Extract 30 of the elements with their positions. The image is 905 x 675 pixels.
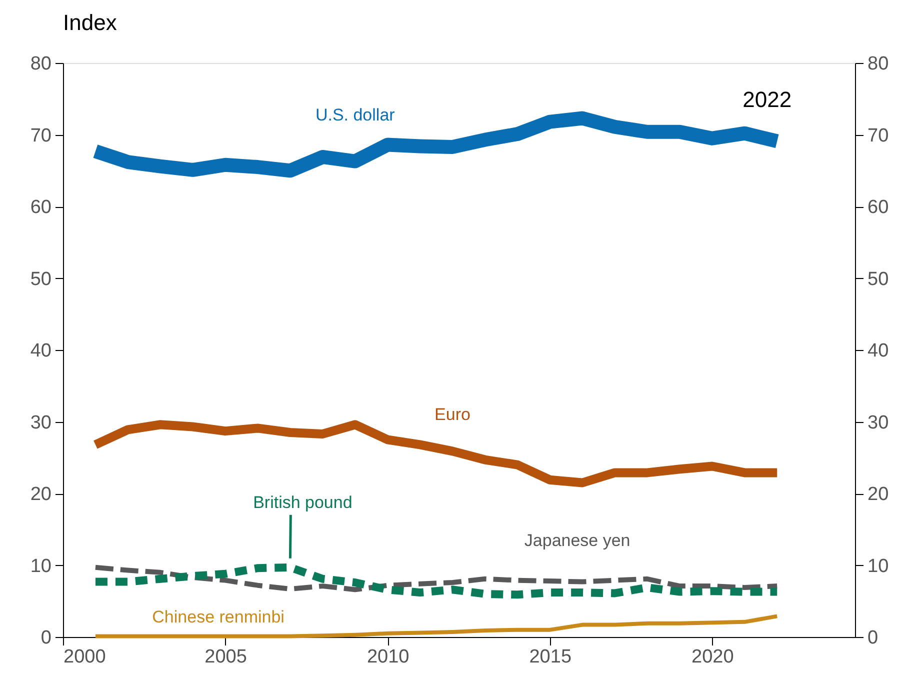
y2-tick-label: 10 (868, 556, 889, 577)
x-tick-label: 2000 (64, 646, 106, 668)
y-tick-label: 70 (30, 125, 52, 146)
y-tick-label: 20 (30, 484, 52, 505)
y2-tick-label: 40 (868, 340, 889, 362)
series-label: U.S. dollar (315, 105, 396, 124)
y-tick-label: 80 (30, 54, 52, 74)
x-tick-label: 2020 (692, 646, 734, 668)
text: British pound (253, 492, 352, 512)
y2-tick-label: 0 (868, 628, 878, 648)
x-tick-label: 2010 (366, 646, 410, 668)
series-label: Japanese yen (524, 530, 630, 550)
y-axis-title: Index (63, 10, 117, 35)
y-tick-label: 30 (30, 412, 52, 434)
y2-tick-label: 20 (868, 484, 889, 505)
y-tick-label: 50 (30, 268, 52, 290)
y-tick-label: 0 (40, 628, 52, 648)
y-tick-label: 60 (30, 197, 52, 218)
annotation: 2022 (742, 87, 792, 112)
series-label: Euro (434, 405, 470, 424)
y2-tick-label: 80 (868, 54, 889, 74)
y-tick-label: 40 (30, 340, 52, 362)
y2-tick-label: 30 (868, 412, 889, 434)
y2-tick-label: 70 (868, 125, 889, 146)
x-tick-label: 2015 (529, 646, 572, 668)
x-tick-label: 2005 (204, 646, 247, 668)
series-label: Chinese renminbi (152, 607, 284, 626)
y-tick-label: 10 (30, 556, 52, 577)
y2-tick-label: 50 (868, 268, 889, 290)
y2-tick-label: 60 (868, 197, 889, 218)
